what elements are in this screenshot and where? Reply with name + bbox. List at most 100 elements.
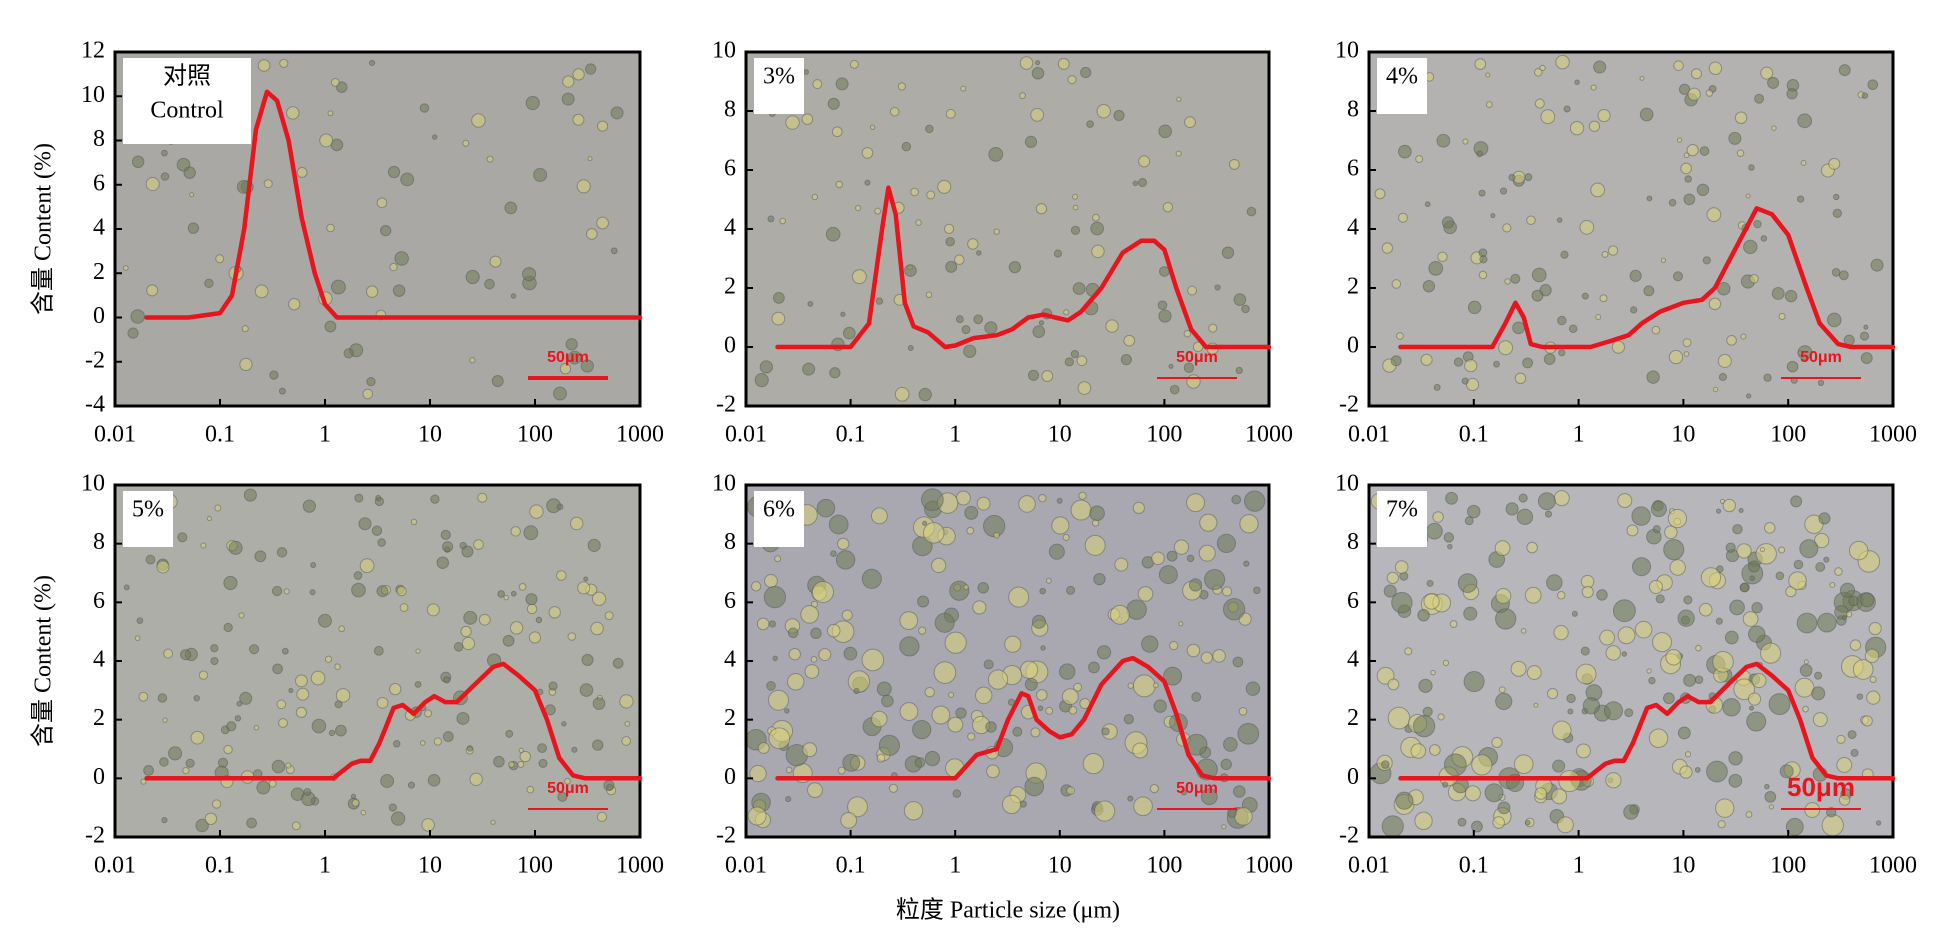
particle [1639, 107, 1654, 122]
particle [966, 526, 975, 535]
particle [1850, 748, 1859, 757]
particle [1158, 565, 1178, 585]
particle [811, 193, 819, 201]
particle [1607, 245, 1619, 256]
particle [421, 818, 435, 832]
particle [427, 774, 441, 787]
particle [786, 673, 805, 691]
y-tick-label: 0 [724, 764, 736, 790]
particle [861, 568, 882, 589]
y-tick-label: 10 [1335, 471, 1359, 497]
particle [1445, 491, 1458, 505]
particle [1077, 381, 1092, 395]
particle [183, 166, 196, 179]
particle [1221, 824, 1227, 830]
particle [1221, 246, 1235, 259]
particle [1241, 304, 1250, 314]
particle [419, 103, 430, 113]
particle [415, 648, 421, 654]
particle [960, 85, 967, 92]
particle [1717, 820, 1726, 829]
particle [311, 718, 327, 734]
particle [955, 490, 971, 506]
annotation-box [1377, 491, 1427, 547]
particle [972, 600, 987, 615]
particle [924, 686, 935, 698]
particle [1868, 622, 1882, 636]
particle [310, 670, 326, 686]
particle [1724, 630, 1739, 645]
particle [1158, 124, 1172, 139]
x-tick-label: 10 [1671, 853, 1695, 879]
particle [583, 576, 589, 582]
particle [269, 370, 279, 380]
particle [597, 120, 609, 132]
x-tick-label: 0.01 [94, 422, 136, 448]
particle [366, 377, 376, 387]
particle [465, 269, 480, 285]
particle [1457, 573, 1478, 593]
x-tick-label: 0.1 [836, 853, 866, 879]
particle [1815, 562, 1826, 572]
x-tick-label: 10 [418, 422, 442, 448]
particle [1603, 701, 1624, 721]
particle [1838, 794, 1851, 806]
particle [1062, 533, 1070, 541]
particle [585, 228, 598, 240]
particle [1715, 508, 1722, 514]
particle [1024, 776, 1045, 797]
y-tick-label: -2 [85, 823, 105, 849]
particle [1030, 727, 1041, 738]
particle [1493, 360, 1500, 368]
particle [1664, 525, 1678, 540]
particle [362, 388, 374, 400]
particle [309, 589, 316, 596]
particle [503, 594, 509, 601]
particle [610, 247, 618, 255]
particle [351, 582, 366, 598]
particle [1443, 532, 1455, 543]
particle [1092, 213, 1100, 222]
particle [1426, 579, 1434, 587]
particle [1605, 645, 1622, 661]
particle [955, 315, 964, 324]
particle [1432, 511, 1444, 523]
y-tick-label: 6 [93, 170, 105, 196]
particle [1746, 711, 1767, 732]
particle [604, 611, 614, 621]
particle [807, 782, 823, 799]
x-tick-label: 10 [1048, 422, 1072, 448]
annotation: 4% [1386, 64, 1418, 90]
scale-bar-label: 50μm [547, 349, 589, 366]
particle [1556, 816, 1574, 834]
particle [1394, 560, 1409, 574]
particle [1387, 706, 1411, 730]
particle [1754, 93, 1765, 104]
particle [288, 687, 294, 694]
particle [123, 584, 130, 591]
particle [1524, 173, 1533, 182]
particle [441, 541, 454, 553]
particle [849, 59, 859, 69]
particle [869, 124, 876, 131]
particle [592, 739, 604, 751]
particle [134, 635, 141, 641]
y-tick-label: 12 [81, 38, 105, 64]
particle [1673, 60, 1684, 71]
particle [1581, 585, 1594, 599]
particle [973, 314, 984, 325]
y-tick-label: 10 [81, 471, 105, 497]
particle [1639, 75, 1645, 81]
particle [1101, 727, 1110, 736]
particle [842, 753, 861, 772]
particle [596, 216, 609, 230]
particle [319, 133, 334, 148]
particle [1588, 120, 1601, 132]
particle [925, 124, 934, 134]
particle [1123, 714, 1135, 725]
particle [271, 759, 286, 774]
y-tick-label: 10 [81, 82, 105, 108]
particle [1485, 72, 1491, 78]
particle [497, 590, 506, 598]
particle [528, 631, 541, 644]
